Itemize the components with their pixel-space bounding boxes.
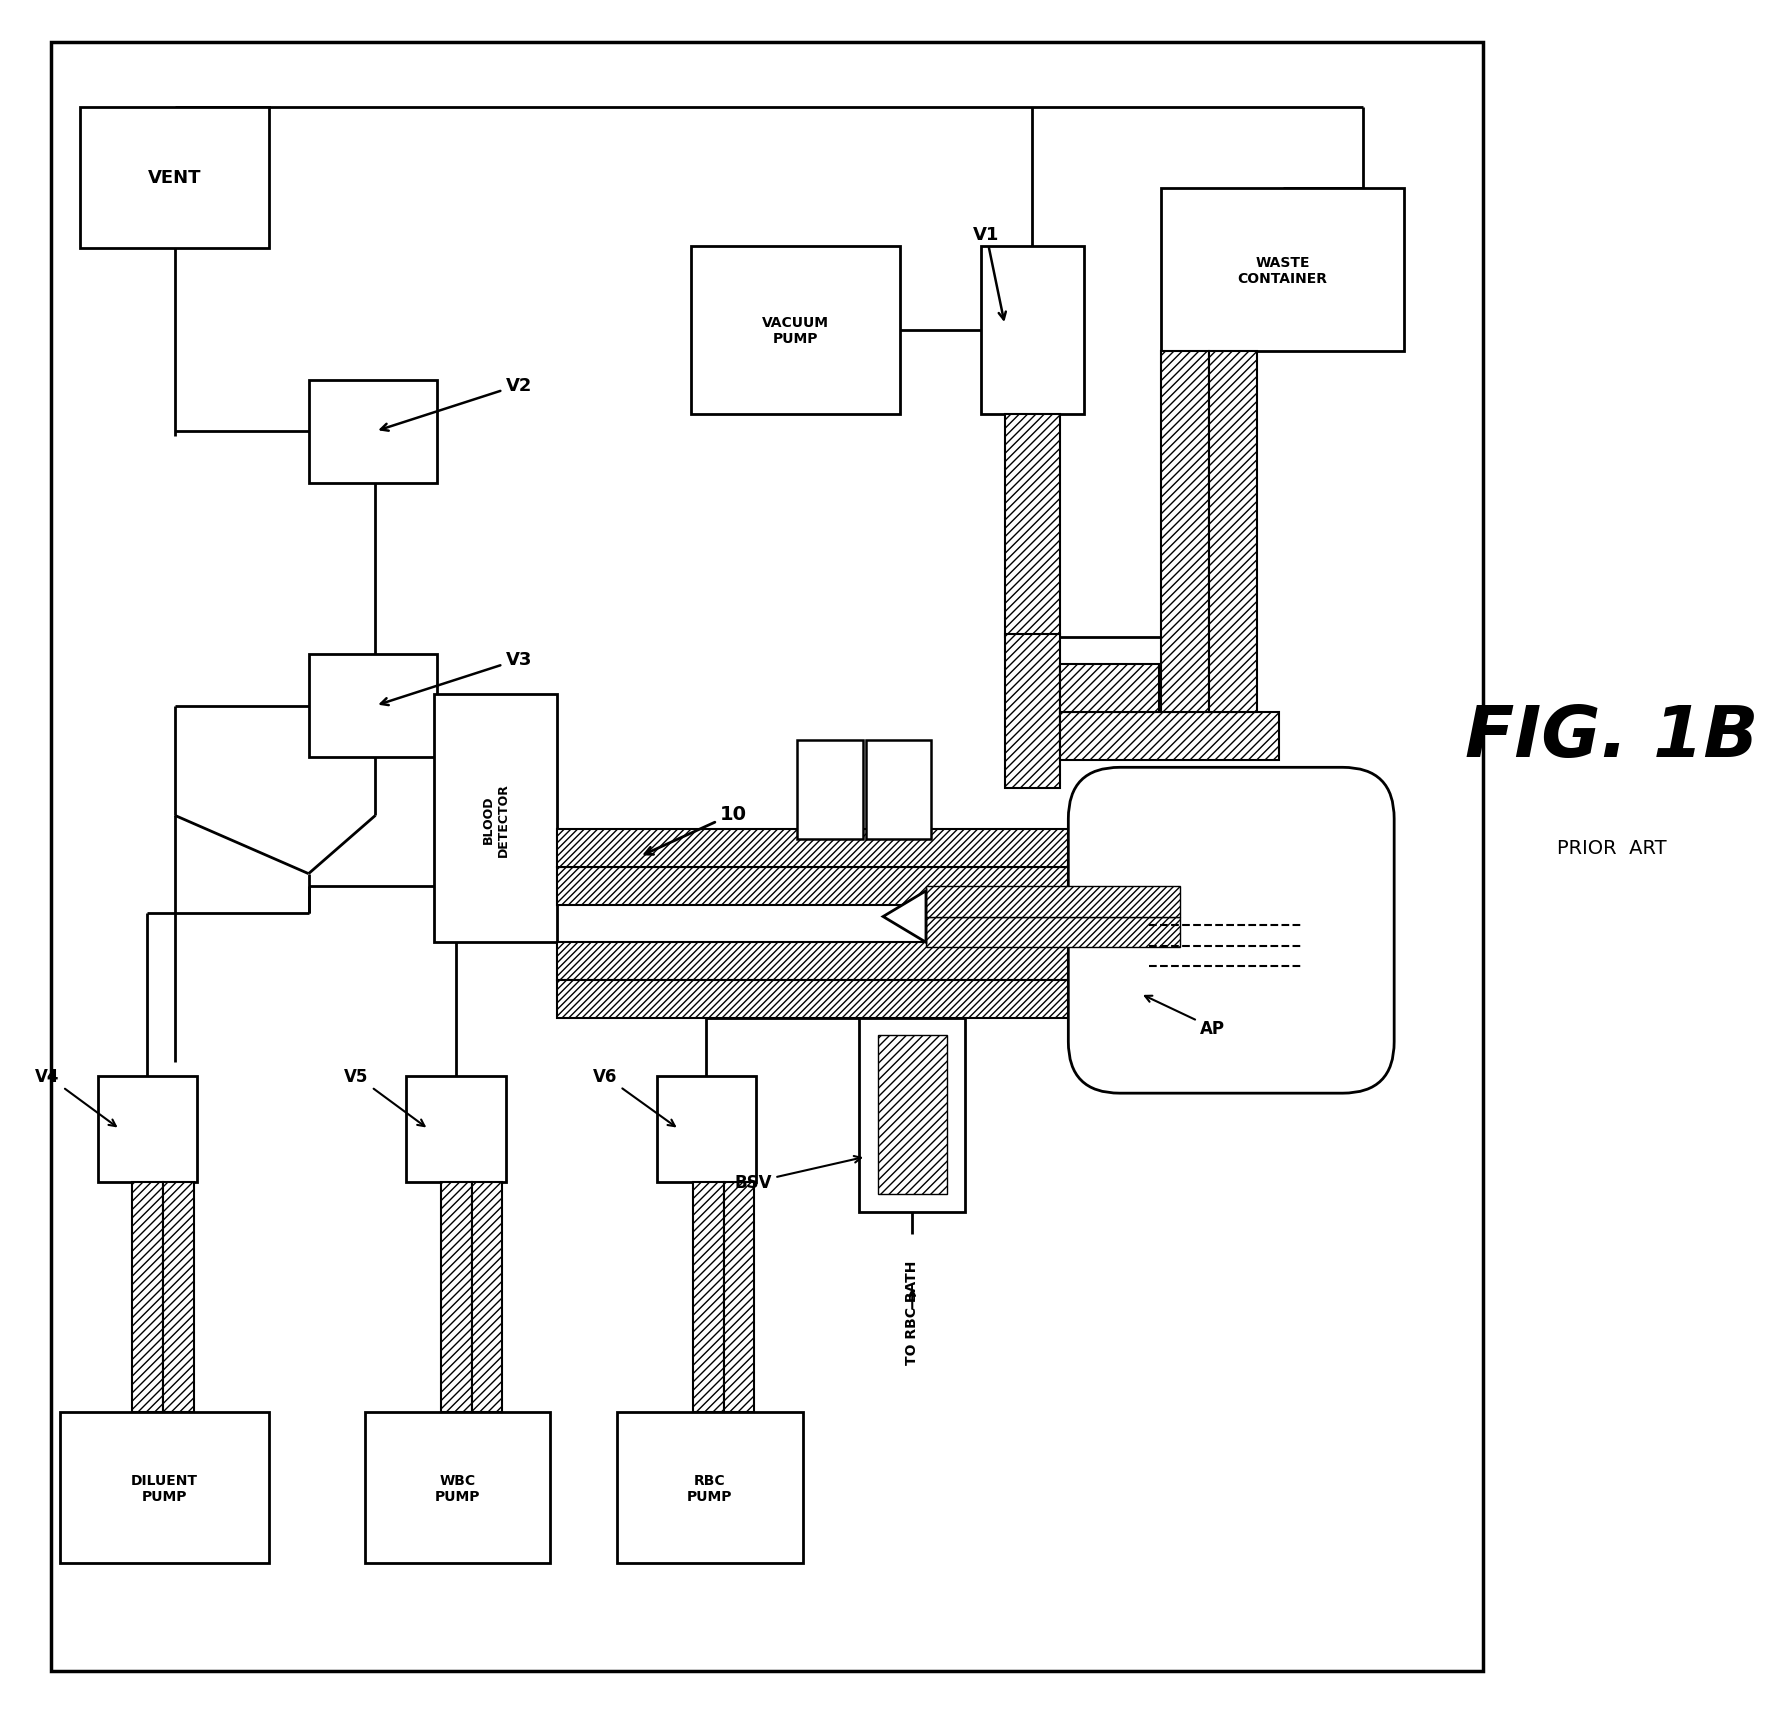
- Polygon shape: [882, 891, 926, 943]
- Text: V4: V4: [35, 1068, 117, 1126]
- Bar: [1209, 351, 1257, 713]
- Bar: [617, 1412, 803, 1563]
- Bar: [557, 980, 1192, 1018]
- Text: 10: 10: [645, 804, 748, 855]
- Bar: [693, 1183, 723, 1412]
- Bar: [97, 1076, 196, 1183]
- Bar: [433, 694, 557, 943]
- Bar: [1162, 189, 1404, 351]
- Bar: [926, 917, 1179, 948]
- Bar: [866, 740, 932, 840]
- Text: TO RBC BATH: TO RBC BATH: [905, 1260, 919, 1364]
- Bar: [691, 247, 900, 415]
- Bar: [926, 886, 1179, 917]
- Bar: [1162, 351, 1209, 713]
- Bar: [81, 108, 269, 249]
- Bar: [797, 740, 863, 840]
- Text: BLOOD
DETECTOR: BLOOD DETECTOR: [481, 782, 509, 857]
- Bar: [557, 867, 1192, 905]
- Text: V3: V3: [380, 651, 532, 706]
- Bar: [309, 381, 437, 483]
- Bar: [1059, 713, 1280, 761]
- Text: FIG. 1B: FIG. 1B: [1466, 703, 1759, 771]
- Bar: [859, 1018, 965, 1212]
- Text: V5: V5: [345, 1068, 424, 1126]
- Bar: [440, 1183, 472, 1412]
- Bar: [723, 1183, 755, 1412]
- Text: RBC
PUMP: RBC PUMP: [688, 1472, 732, 1503]
- Text: V1: V1: [972, 226, 1006, 321]
- Bar: [656, 1076, 757, 1183]
- Text: V2: V2: [380, 377, 532, 432]
- Bar: [163, 1183, 194, 1412]
- Bar: [557, 830, 1192, 867]
- Text: V6: V6: [592, 1068, 675, 1126]
- Text: WASTE
CONTAINER: WASTE CONTAINER: [1238, 255, 1328, 286]
- Text: PRIOR  ART: PRIOR ART: [1558, 838, 1667, 859]
- Bar: [472, 1183, 502, 1412]
- Bar: [309, 655, 437, 758]
- Text: VACUUM
PUMP: VACUUM PUMP: [762, 315, 829, 346]
- Bar: [557, 943, 1192, 980]
- FancyBboxPatch shape: [1068, 768, 1395, 1094]
- Bar: [407, 1076, 506, 1183]
- Text: AP: AP: [1146, 996, 1225, 1037]
- Text: WBC
PUMP: WBC PUMP: [435, 1472, 481, 1503]
- Bar: [879, 1035, 946, 1195]
- Bar: [133, 1183, 163, 1412]
- Text: DILUENT
PUMP: DILUENT PUMP: [131, 1472, 198, 1503]
- Text: VENT: VENT: [149, 170, 202, 187]
- Bar: [366, 1412, 550, 1563]
- Bar: [1004, 634, 1059, 788]
- Bar: [1059, 665, 1160, 713]
- Bar: [1004, 415, 1059, 638]
- Bar: [51, 43, 1483, 1671]
- Bar: [60, 1412, 269, 1563]
- Bar: [981, 247, 1084, 415]
- Text: BSV: BSV: [734, 1157, 861, 1191]
